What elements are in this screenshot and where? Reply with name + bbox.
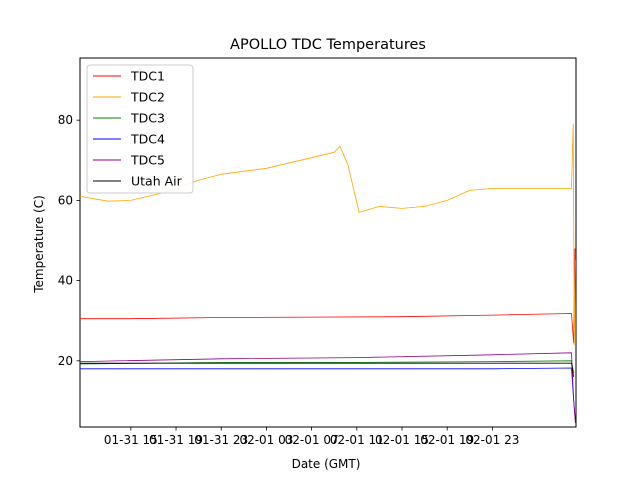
x-axis-label: Date (GMT) [292,457,361,471]
series-line-tdc5 [80,352,576,424]
chart-title: APOLLO TDC Temperatures [230,37,426,53]
axes-frame [79,57,577,428]
y-axis: 20 40 60 80 [58,113,80,368]
x-tick-label: 02-01 11 [330,433,384,447]
y-tick-label: 20 [58,354,73,368]
y-tick-label: 80 [58,113,73,127]
legend-label-tdc3: TDC3 [130,111,165,126]
x-tick-label: 02-01 03 [239,433,293,447]
y-tick-label: 60 [58,193,73,207]
x-tick-label: 02-01 19 [420,433,474,447]
x-tick-label: 01-31 19 [149,433,203,447]
series-line-utah-air [80,362,575,377]
x-tick-label: 01-31 23 [194,433,248,447]
y-tick-label: 40 [58,274,73,288]
x-tick-label: 01-31 15 [104,433,158,447]
x-tick-label: 02-01 15 [375,433,429,447]
legend-label-tdc4: TDC4 [130,132,165,147]
legend-label-tdc5: TDC5 [130,153,165,168]
legend-label-tdc1: TDC1 [130,69,165,84]
legend-label-tdc2: TDC2 [130,90,165,105]
y-axis-label: Temperature (C) [32,195,46,294]
legend-label-utah-air: Utah Air [131,174,183,189]
x-tick-label: 02-01 23 [465,433,519,447]
series-line-tdc1 [80,248,576,344]
legend: TDC1 TDC2 TDC3 TDC4 TDC5 Utah Air [86,64,194,194]
x-tick-label: 02-01 07 [285,433,339,447]
